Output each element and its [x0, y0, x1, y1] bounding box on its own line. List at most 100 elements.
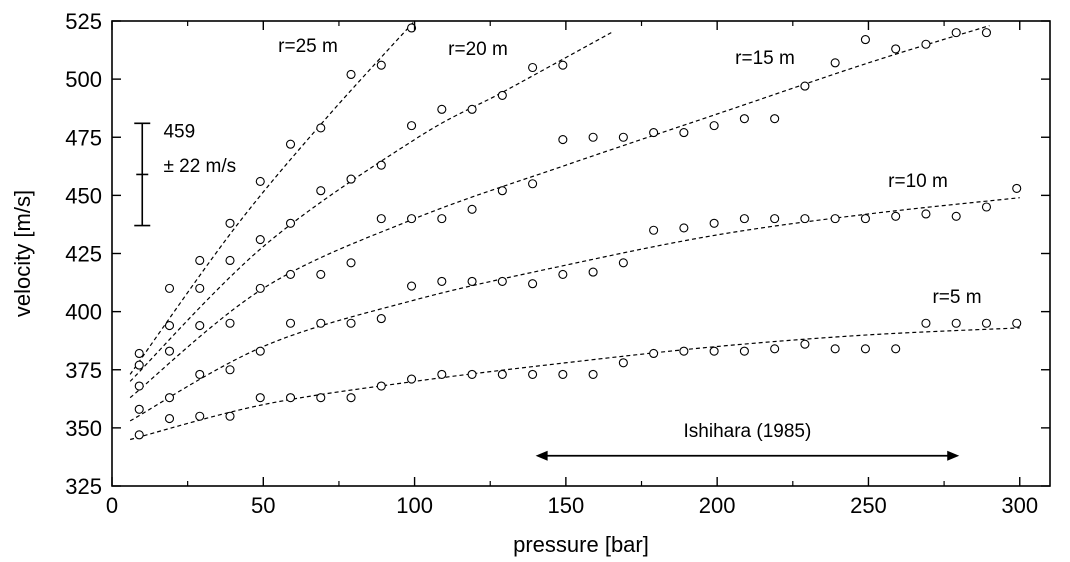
data-point	[951, 28, 961, 38]
data-point	[255, 393, 265, 403]
data-point	[437, 276, 447, 286]
data-point	[225, 255, 235, 266]
data-point	[195, 411, 205, 421]
data-point	[285, 393, 296, 403]
data-point	[195, 255, 205, 266]
data-point	[467, 104, 477, 114]
data-point	[649, 128, 659, 138]
data-point	[316, 123, 326, 133]
data-point	[255, 235, 265, 245]
data-point	[588, 132, 598, 142]
data-point	[164, 393, 175, 403]
data-point	[588, 267, 598, 277]
data-point	[558, 269, 568, 279]
data-point	[376, 60, 386, 70]
x-axis-ticks: 0 50 100 150 200 250 300	[106, 21, 1038, 518]
data-point	[709, 218, 719, 228]
data-point	[255, 176, 265, 186]
data-point	[649, 348, 659, 359]
data-point	[407, 374, 417, 384]
x-tick-label: 50	[251, 493, 275, 518]
data-point	[467, 276, 477, 286]
data-point	[558, 60, 568, 70]
data-point	[225, 318, 235, 328]
data-point	[285, 218, 296, 228]
data-point	[770, 114, 780, 124]
data-point	[497, 90, 507, 100]
data-point	[407, 214, 417, 224]
data-point	[346, 318, 356, 328]
data-point	[225, 411, 235, 421]
fit-lines	[129, 20, 1020, 441]
fit-line	[129, 20, 416, 375]
y-tick-label: 450	[65, 183, 102, 208]
data-point	[830, 344, 840, 354]
data-point	[709, 346, 719, 356]
data-point	[134, 381, 144, 391]
data-point	[376, 214, 386, 224]
data-point	[255, 346, 265, 356]
data-point	[1012, 318, 1022, 328]
data-point	[316, 393, 326, 403]
y-tick-label: 475	[65, 125, 102, 150]
x-tick-label: 250	[850, 493, 887, 518]
data-points	[134, 23, 1022, 440]
data-point	[285, 269, 296, 279]
data-point	[437, 104, 447, 114]
x-tick-label: 100	[396, 493, 433, 518]
data-point	[649, 225, 659, 235]
data-point	[255, 283, 265, 293]
data-point	[770, 344, 780, 354]
annotation-label: Ishihara (1985)	[684, 421, 812, 442]
y-tick-label: 400	[65, 300, 102, 325]
y-tick-label: 525	[65, 9, 102, 34]
y-axis-title: velocity [m/s]	[10, 190, 35, 317]
data-point	[921, 318, 931, 328]
series-labels: r=5 m r=10 m r=15 m r=20 m r=25 m	[278, 36, 981, 308]
data-point	[497, 276, 507, 286]
data-point	[497, 186, 507, 196]
data-point	[981, 318, 992, 328]
fit-line	[130, 327, 1020, 441]
data-point	[195, 321, 205, 331]
data-point	[770, 214, 780, 224]
data-point	[558, 135, 568, 145]
data-point	[437, 214, 447, 224]
series-label: r=10 m	[888, 171, 948, 192]
data-point	[891, 344, 901, 354]
data-point	[679, 223, 689, 233]
y-tick-label: 350	[65, 416, 102, 441]
data-point	[316, 318, 326, 328]
x-tick-label: 300	[1001, 493, 1038, 518]
data-point	[497, 369, 507, 379]
series-label: r=20 m	[448, 39, 508, 60]
data-point	[134, 430, 144, 440]
data-point	[346, 69, 356, 80]
data-point	[225, 218, 235, 228]
data-point	[981, 202, 992, 212]
data-point	[195, 369, 205, 379]
data-point	[407, 281, 417, 291]
data-point	[679, 346, 689, 356]
annotation-label: 459	[163, 121, 195, 142]
annotations: 459 ± 22 m/s Ishihara (1985)	[134, 121, 960, 461]
data-point	[951, 211, 961, 221]
annotation-label: ± 22 m/s	[163, 156, 236, 177]
data-point	[346, 174, 356, 184]
y-tick-label: 425	[65, 242, 102, 267]
data-point	[528, 62, 538, 73]
data-point	[164, 414, 175, 424]
y-tick-label: 325	[65, 474, 102, 499]
data-point	[437, 369, 447, 379]
data-point	[891, 211, 901, 221]
x-axis-title: pressure [bar]	[513, 532, 649, 557]
data-point	[709, 121, 719, 131]
range-arrow-head-right	[947, 450, 960, 461]
data-point	[860, 214, 870, 224]
data-point	[316, 186, 326, 196]
data-point	[376, 160, 386, 170]
data-point	[285, 318, 296, 328]
fit-line	[129, 32, 612, 382]
y-axis-ticks: 325 350 375 400 425 450 475 500 525	[65, 9, 1050, 499]
